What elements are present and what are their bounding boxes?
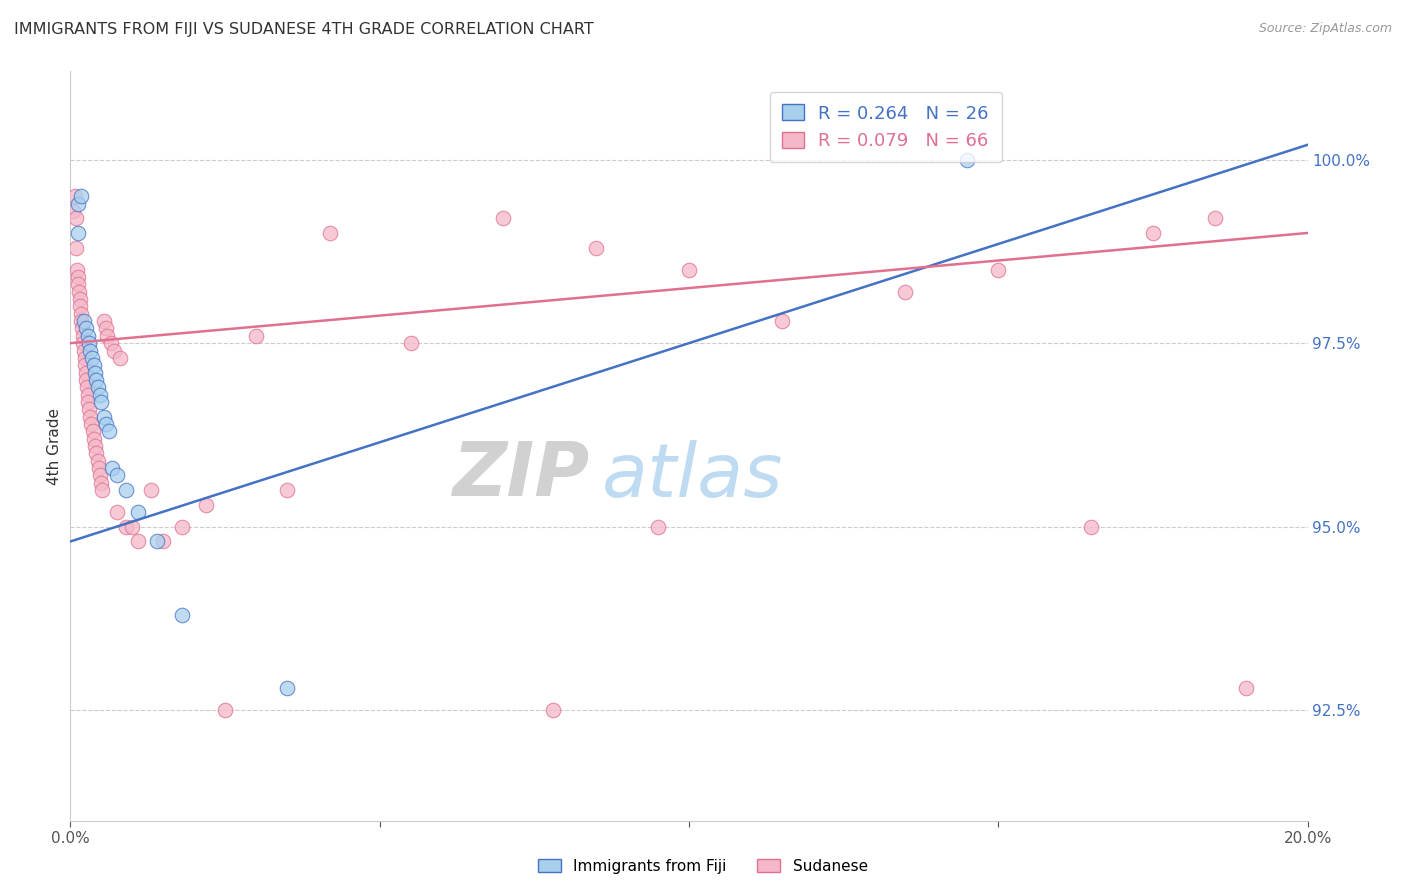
Point — [76, 380, 98, 394]
Point — [76, 328, 98, 343]
Point — [956, 153, 979, 167]
Point — [93, 314, 115, 328]
Point — [121, 520, 143, 534]
Point — [84, 373, 107, 387]
Point — [115, 483, 138, 497]
Point — [67, 285, 90, 299]
Point — [83, 432, 105, 446]
Point — [69, 292, 91, 306]
Point — [82, 425, 104, 439]
Point — [75, 366, 97, 380]
Point — [73, 351, 96, 365]
Point — [214, 703, 236, 717]
Point — [66, 262, 89, 277]
Point — [67, 196, 90, 211]
Point — [70, 321, 93, 335]
Point — [96, 328, 118, 343]
Y-axis label: 4th Grade: 4th Grade — [46, 408, 62, 484]
Point — [89, 387, 111, 401]
Point — [245, 328, 267, 343]
Text: atlas: atlas — [602, 440, 783, 512]
Point — [492, 211, 515, 226]
Point — [77, 395, 100, 409]
Point — [73, 314, 96, 328]
Point — [103, 343, 125, 358]
Point — [1234, 681, 1257, 696]
Point — [84, 366, 107, 380]
Point — [77, 402, 100, 417]
Point — [62, 203, 84, 218]
Point — [77, 336, 100, 351]
Point — [152, 534, 174, 549]
Point — [76, 387, 98, 401]
Point — [90, 395, 112, 409]
Point — [66, 226, 89, 240]
Point — [79, 409, 101, 424]
Point — [276, 681, 298, 696]
Point — [894, 285, 917, 299]
Point — [1204, 211, 1226, 226]
Point — [72, 328, 94, 343]
Point — [91, 483, 114, 497]
Point — [75, 321, 97, 335]
Point — [1080, 520, 1102, 534]
Point — [73, 343, 96, 358]
Point — [101, 461, 124, 475]
Legend: Immigrants from Fiji, Sudanese: Immigrants from Fiji, Sudanese — [533, 853, 873, 880]
Point — [127, 505, 149, 519]
Point — [66, 270, 89, 285]
Point — [63, 189, 86, 203]
Point — [72, 336, 94, 351]
Point — [65, 241, 87, 255]
Point — [87, 380, 110, 394]
Point — [67, 277, 90, 292]
Point — [146, 534, 169, 549]
Point — [1142, 226, 1164, 240]
Point — [678, 262, 700, 277]
Text: IMMIGRANTS FROM FIJI VS SUDANESE 4TH GRADE CORRELATION CHART: IMMIGRANTS FROM FIJI VS SUDANESE 4TH GRA… — [14, 22, 593, 37]
Point — [79, 343, 101, 358]
Point — [115, 520, 138, 534]
Point — [84, 439, 107, 453]
Point — [96, 417, 118, 431]
Point — [90, 475, 112, 490]
Point — [647, 520, 669, 534]
Point — [770, 314, 793, 328]
Point — [276, 483, 298, 497]
Point — [100, 336, 122, 351]
Point — [87, 461, 110, 475]
Point — [96, 321, 118, 335]
Point — [105, 468, 128, 483]
Point — [108, 351, 131, 365]
Point — [70, 314, 93, 328]
Point — [75, 373, 97, 387]
Point — [97, 425, 120, 439]
Text: Source: ZipAtlas.com: Source: ZipAtlas.com — [1258, 22, 1392, 36]
Point — [585, 241, 607, 255]
Point — [399, 336, 422, 351]
Point — [127, 534, 149, 549]
Point — [987, 262, 1010, 277]
Point — [170, 607, 193, 622]
Text: ZIP: ZIP — [453, 440, 591, 513]
Point — [69, 300, 91, 314]
Point — [83, 358, 105, 372]
Point — [84, 446, 107, 460]
Point — [139, 483, 162, 497]
Legend: R = 0.264   N = 26, R = 0.079   N = 66: R = 0.264 N = 26, R = 0.079 N = 66 — [769, 92, 1001, 162]
Point — [75, 358, 97, 372]
Point — [80, 351, 103, 365]
Point — [105, 505, 128, 519]
Point — [86, 453, 108, 467]
Point — [541, 703, 564, 717]
Point — [170, 520, 193, 534]
Point — [65, 211, 87, 226]
Point — [89, 468, 111, 483]
Point — [93, 409, 115, 424]
Point — [80, 417, 103, 431]
Point — [195, 498, 218, 512]
Point — [70, 189, 93, 203]
Point — [319, 226, 342, 240]
Point — [69, 307, 91, 321]
